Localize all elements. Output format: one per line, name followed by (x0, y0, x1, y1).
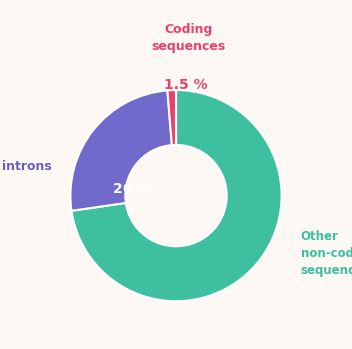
Wedge shape (70, 90, 172, 211)
Text: 26 %: 26 % (113, 182, 151, 196)
Text: 1.5 %: 1.5 % (164, 78, 207, 92)
Wedge shape (71, 90, 282, 301)
Text: Coding
sequences: Coding sequences (152, 23, 226, 53)
Text: 72.7 %: 72.7 % (194, 254, 247, 268)
Text: introns: introns (2, 159, 51, 172)
Wedge shape (168, 90, 176, 145)
Text: Other
non-coding
sequences: Other non-coding sequences (301, 230, 352, 277)
